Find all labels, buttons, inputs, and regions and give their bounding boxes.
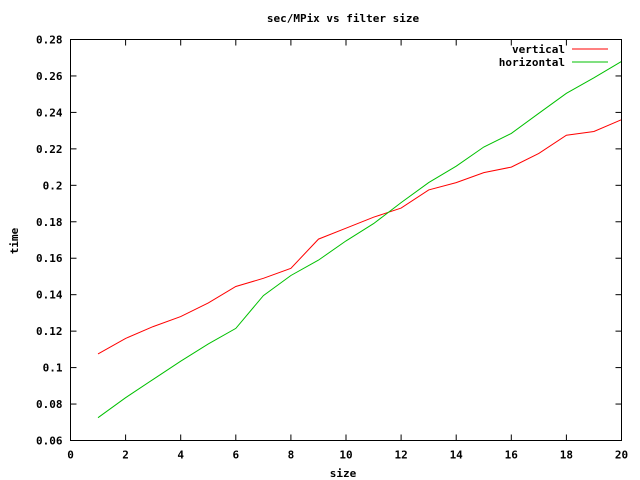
x-tick-label: 16 [505,449,519,462]
axis-ticks [70,39,622,441]
x-tick-labels: 0 2 4 6 8 10 12 14 16 18 20 [67,449,628,462]
x-tick-label: 8 [288,449,295,462]
legend-label-vertical: vertical [512,43,565,56]
y-tick-label: 0.1 [43,362,63,375]
plot-frame [70,39,622,441]
x-tick-label: 4 [177,449,184,462]
x-tick-label: 12 [394,449,407,462]
x-axis-label: size [330,467,357,480]
x-tick-label: 0 [67,449,74,462]
y-tick-label: 0.24 [36,106,63,119]
y-tick-label: 0.06 [36,435,63,448]
chart-title: sec/MPix vs filter size [267,12,420,25]
y-tick-label: 0.22 [36,143,63,156]
series-line-vertical [97,119,622,355]
x-tick-label: 18 [560,449,573,462]
series-lines [97,60,622,419]
legend-label-horizontal: horizontal [499,56,565,69]
x-tick-label: 6 [232,449,239,462]
y-tick-label: 0.18 [36,216,63,229]
x-tick-label: 20 [615,449,628,462]
y-tick-label: 0.28 [36,34,63,47]
x-tick-label: 14 [450,449,464,462]
x-tick-label: 2 [122,449,129,462]
y-tick-label: 0.08 [36,398,63,411]
y-tick-labels: 0.06 0.08 0.1 0.12 0.14 0.16 0.18 0.2 0.22 0.24 0.… [36,34,63,448]
x-tick-label: 10 [339,449,352,462]
y-tick-label: 0.16 [36,252,63,265]
series-line-horizontal [97,60,622,419]
y-axis-label: time [8,227,21,254]
y-tick-label: 0.2 [43,179,63,192]
y-tick-label: 0.12 [36,325,63,338]
y-tick-label: 0.14 [36,289,63,302]
y-tick-label: 0.26 [36,70,63,83]
